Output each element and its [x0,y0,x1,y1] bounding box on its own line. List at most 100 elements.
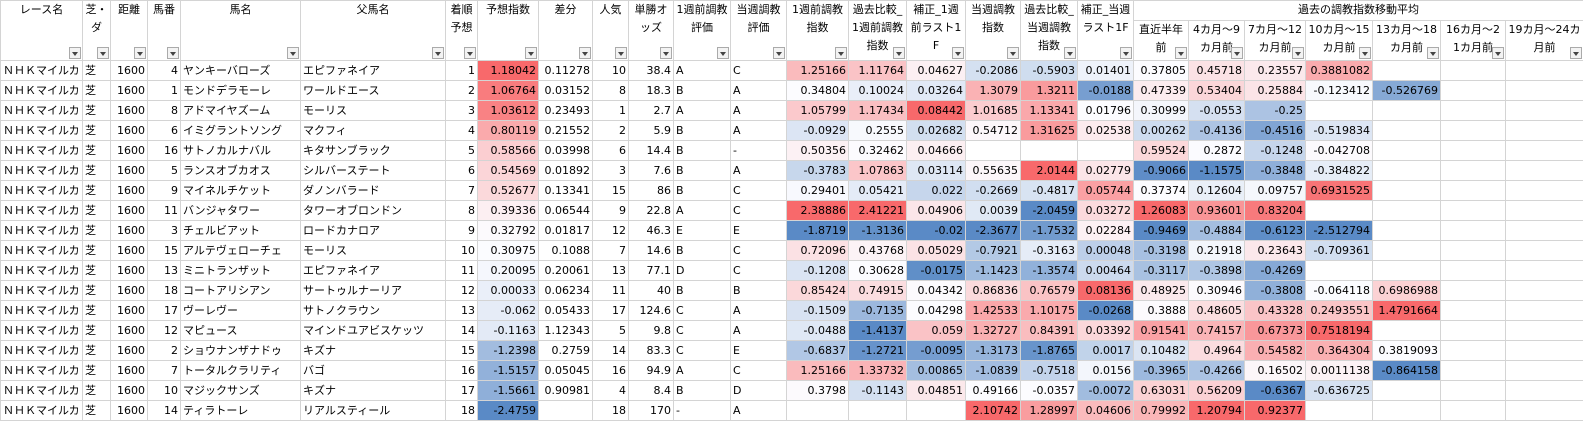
cell: 0.00865 [907,361,966,381]
column-header: 10カ月～15カ月前 [1306,21,1373,61]
cell: 15 [148,241,181,261]
filter-button[interactable] [1175,47,1187,59]
cell: 0.29401 [787,181,849,201]
cell: 1600 [111,321,148,341]
filter-button[interactable] [615,47,627,59]
filter-button[interactable] [1007,47,1019,59]
cell [1506,221,1583,241]
cell: B [731,281,787,301]
cell: ミニトランザット [181,261,301,281]
cell: 0.00262 [1134,121,1189,141]
column-header: 過去比較_当週調教指数 [1021,1,1078,61]
cell: 3 [148,221,181,241]
cell: -0.1143 [849,381,907,401]
cell: E [674,221,731,241]
cell: 芝 [83,81,111,101]
cell: 芝 [83,261,111,281]
cell: 10 [446,241,478,261]
cell: 1600 [111,201,148,221]
cell: 0.86836 [966,281,1021,301]
cell: 0.90981 [539,381,593,401]
filter-button[interactable] [1359,47,1371,59]
cell [787,401,849,421]
cell: -0.519834 [1306,121,1373,141]
cell: ダノンバラード [301,181,446,201]
cell: -1.1423 [966,261,1021,281]
cell: キズナ [301,341,446,361]
filter-button[interactable] [432,47,444,59]
cell: 0.92377 [1245,401,1306,421]
filter-button[interactable] [525,47,537,59]
cell: ＮＨＫマイルカ [1,301,83,321]
cell: 0.03114 [907,161,966,181]
cell: 1.31625 [1021,121,1078,141]
cell: ロードカナロア [301,221,446,241]
cell: 芝 [83,121,111,141]
cell [1441,321,1506,341]
cell: 77.1 [629,261,674,281]
cell: -0.3117 [1134,261,1189,281]
cell: 0.48925 [1134,281,1189,301]
filter-button[interactable] [1492,47,1504,59]
group-header: 過去の調教指数移動平均 [1134,1,1583,21]
cell: 芝 [83,321,111,341]
filter-button[interactable] [97,47,109,59]
cell: -0.3898 [1189,261,1245,281]
filter-button[interactable] [1231,47,1243,59]
filter-button[interactable] [893,47,905,59]
filter-button[interactable] [952,47,964,59]
cell: 1.32727 [966,321,1021,341]
filter-button[interactable] [717,47,729,59]
column-header: 当週調教評価 [731,1,787,61]
filter-button[interactable] [1064,47,1076,59]
column-header: 当週調教指数 [966,1,1021,61]
cell: 1.33732 [849,361,907,381]
filter-button[interactable] [287,47,299,59]
cell: 0.0039 [966,201,1021,221]
cell [1441,181,1506,201]
cell: アルテヴェローチェ [181,241,301,261]
filter-button[interactable] [660,47,672,59]
cell: 10 [148,381,181,401]
filter-button[interactable] [773,47,785,59]
filter-button[interactable] [69,47,81,59]
cell: 0.04342 [907,281,966,301]
filter-button[interactable] [835,47,847,59]
cell: 0.30999 [1134,101,1189,121]
cell [1506,161,1583,181]
cell: -0.0268 [1078,301,1134,321]
cell: 0.2872 [1189,141,1245,161]
cell: 0.4964 [1189,341,1245,361]
cell: 15 [446,341,478,361]
cell: 1.3211 [1021,81,1078,101]
cell: 1600 [111,181,148,201]
cell: 0.76579 [1021,281,1078,301]
cell: 0.01892 [539,161,593,181]
cell: -0.6123 [1245,221,1306,241]
cell: モンドデラモーレ [181,81,301,101]
filter-button[interactable] [167,47,179,59]
cell: 0.02779 [1078,161,1134,181]
filter-button[interactable] [134,47,146,59]
filter-button[interactable] [1570,47,1582,59]
cell: 83.3 [629,341,674,361]
filter-button[interactable] [579,47,591,59]
cell: 0.02682 [907,121,966,141]
cell: A [731,101,787,121]
column-header: 1週前調教指数 [787,1,849,61]
filter-button[interactable] [1120,47,1132,59]
cell: 4 [446,121,478,141]
cell: ＮＨＫマイルカ [1,281,83,301]
cell: -0.123412 [1306,81,1373,101]
filter-button[interactable] [464,47,476,59]
filter-button[interactable] [1427,47,1439,59]
cell: 3 [593,161,629,181]
cell: 9 [593,201,629,221]
cell: -0.0188 [1078,81,1134,101]
cell: -1.7532 [1021,221,1078,241]
filter-button[interactable] [1292,47,1304,59]
cell: 11 [446,261,478,281]
cell [966,141,1021,161]
cell: 0.00048 [1078,241,1134,261]
